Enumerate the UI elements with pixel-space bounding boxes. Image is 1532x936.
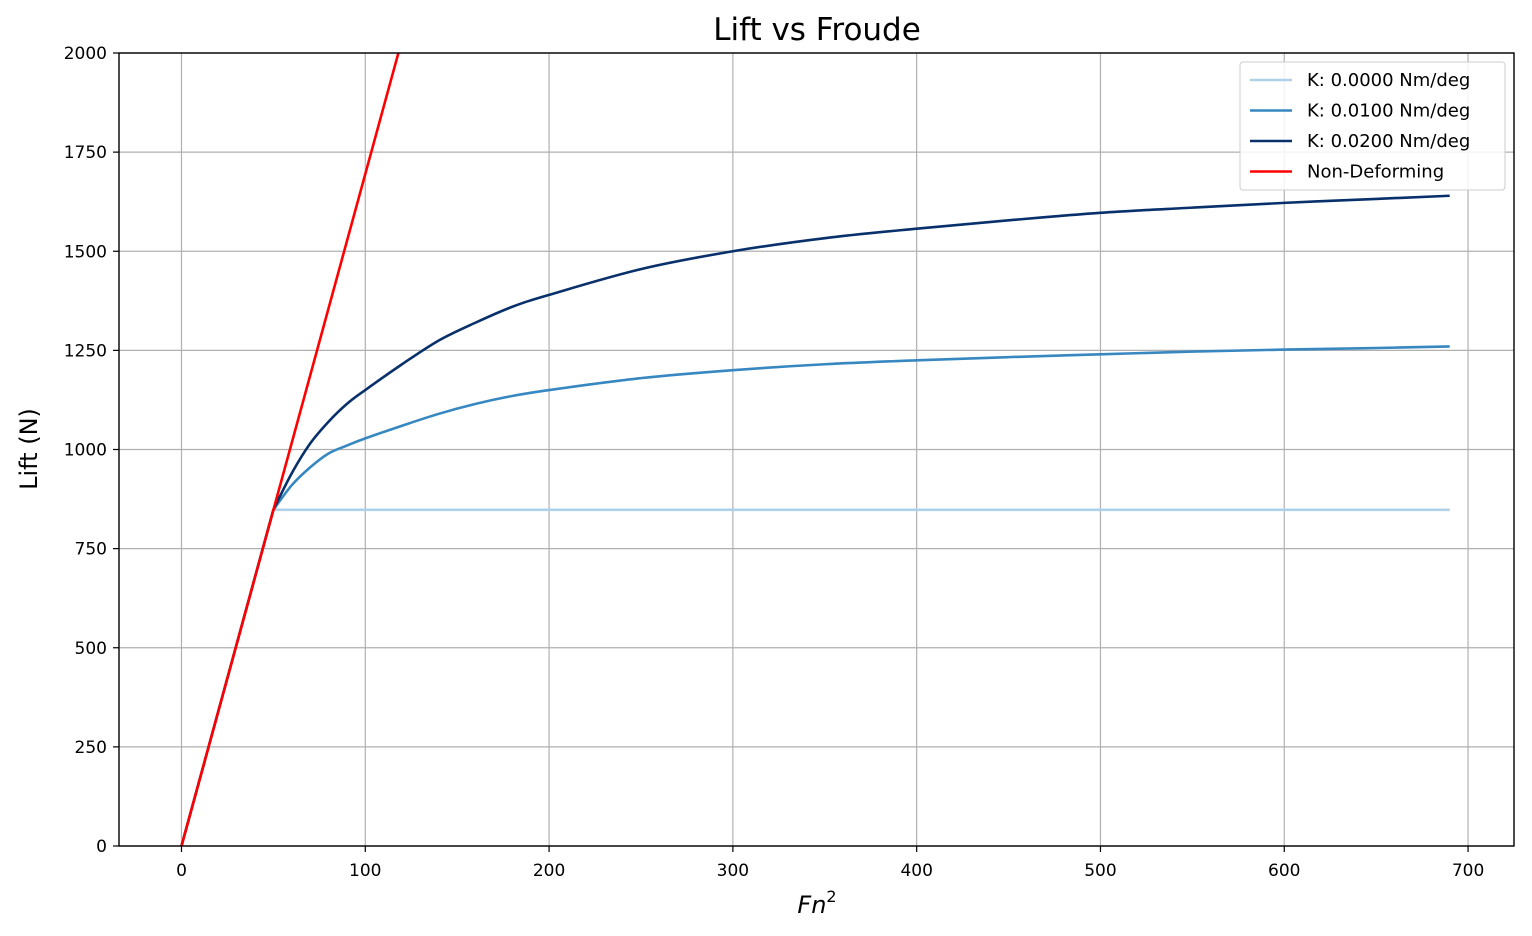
y-tick-label: 1500: [64, 242, 107, 262]
x-tick-label: 100: [349, 861, 381, 881]
x-axis-label-base: Fn: [797, 891, 826, 919]
legend: K: 0.0000 Nm/deg K: 0.0100 Nm/deg K: 0.020…: [1239, 61, 1506, 191]
y-tick-label: 1250: [64, 341, 107, 361]
legend-label-non-deforming: Non-Deforming: [1307, 162, 1444, 183]
series-line-non-deforming: [180, 53, 400, 846]
y-tick-label: 250: [75, 738, 107, 758]
y-axis-ticks: 0 250 500 750 1000 1250 1500 1750 2000: [64, 44, 119, 857]
y-axis-label: Lift (N): [15, 408, 43, 490]
x-axis-label: Fn2: [797, 887, 836, 919]
x-tick-label: 700: [1452, 861, 1484, 881]
legend-label-k-0-0200-nm-deg: K: 0.0200 Nm/deg: [1307, 131, 1470, 152]
x-axis-ticks: 0 100 200 300 400 500 600 700: [176, 846, 1484, 881]
series-lines: [180, 53, 1450, 846]
legend-label-k-0-0000-nm-deg: K: 0.0000 Nm/deg: [1307, 70, 1470, 91]
x-axis-label-superscript: 2: [826, 887, 836, 906]
series-line-k-0-0000-nm-deg: [180, 508, 1450, 846]
legend-label-k-0-0100-nm-deg: K: 0.0100 Nm/deg: [1307, 101, 1470, 122]
y-tick-label: 0: [96, 837, 107, 857]
y-tick-label: 500: [75, 639, 107, 659]
chart-title: Lift vs Froude: [713, 12, 921, 48]
series-line-k-0-0100-nm-deg: [180, 345, 1450, 846]
y-tick-label: 750: [75, 540, 107, 560]
x-tick-label: 0: [176, 861, 187, 881]
x-tick-label: 400: [900, 861, 932, 881]
x-tick-label: 200: [533, 861, 565, 881]
y-tick-label: 1000: [64, 441, 107, 461]
x-tick-label: 500: [1084, 861, 1116, 881]
y-tick-label: 1750: [64, 143, 107, 163]
x-tick-label: 600: [1268, 861, 1300, 881]
y-tick-label: 2000: [64, 44, 107, 64]
x-tick-label: 300: [717, 861, 749, 881]
series-line-k-0-0200-nm-deg: [180, 194, 1450, 846]
legend-box: [1239, 61, 1506, 191]
